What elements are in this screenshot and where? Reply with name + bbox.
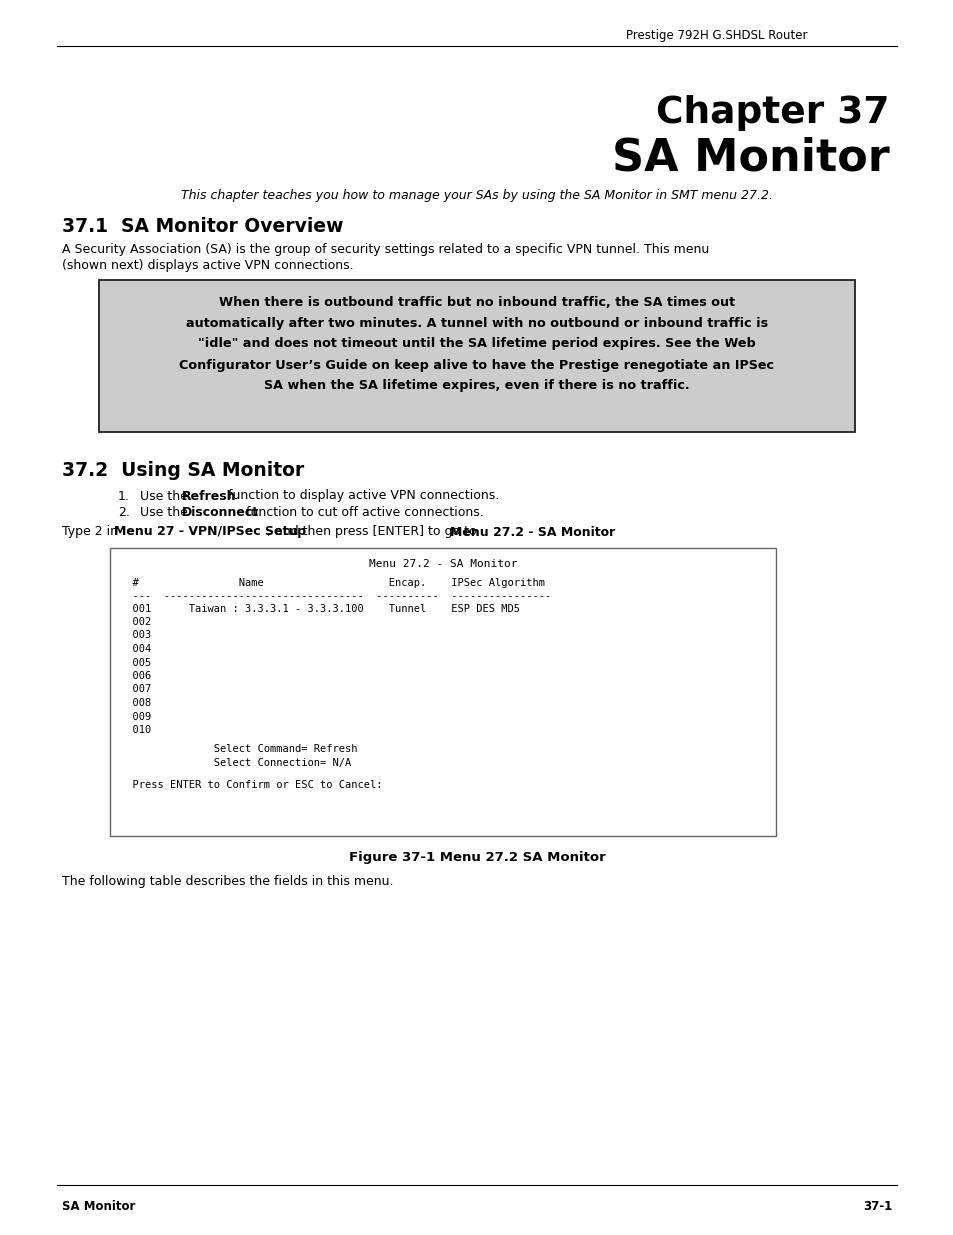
Text: 2.: 2. — [118, 506, 130, 520]
Text: 005: 005 — [120, 657, 152, 667]
Text: automatically after two minutes. A tunnel with no outbound or inbound traffic is: automatically after two minutes. A tunne… — [186, 316, 767, 330]
Text: , and then press [ENTER] to go to: , and then press [ENTER] to go to — [267, 526, 480, 538]
Text: (shown next) displays active VPN connections.: (shown next) displays active VPN connect… — [62, 258, 354, 272]
Bar — [110, 548, 775, 836]
Text: Menu 27 - VPN/IPSec Setup: Menu 27 - VPN/IPSec Setup — [113, 526, 306, 538]
Text: ---  --------------------------------  ----------  ----------------: --- -------------------------------- ---… — [120, 592, 551, 601]
Text: function to cut off active connections.: function to cut off active connections. — [242, 506, 483, 520]
Text: Menu 27.2 - SA Monitor: Menu 27.2 - SA Monitor — [369, 559, 517, 569]
Text: SA Monitor: SA Monitor — [612, 137, 889, 179]
Text: When there is outbound traffic but no inbound traffic, the SA times out: When there is outbound traffic but no in… — [218, 295, 735, 309]
Text: 010: 010 — [120, 725, 152, 735]
Text: 002: 002 — [120, 618, 152, 627]
Text: Type 2 in: Type 2 in — [62, 526, 122, 538]
Text: A Security Association (SA) is the group of security settings related to a speci: A Security Association (SA) is the group… — [62, 242, 708, 256]
Text: Configurator User’s Guide on keep alive to have the Prestige renegotiate an IPSe: Configurator User’s Guide on keep alive … — [179, 358, 774, 372]
Text: Refresh: Refresh — [182, 489, 236, 503]
Text: Prestige 792H G.SHDSL Router: Prestige 792H G.SHDSL Router — [625, 28, 807, 42]
Text: Use the: Use the — [140, 489, 192, 503]
Text: The following table describes the fields in this menu.: The following table describes the fields… — [62, 876, 393, 888]
Text: 37-1: 37-1 — [862, 1200, 891, 1214]
Text: Chapter 37: Chapter 37 — [656, 95, 889, 131]
Text: #                Name                    Encap.    IPSec Algorithm: # Name Encap. IPSec Algorithm — [120, 578, 544, 588]
Text: Press ENTER to Confirm or ESC to Cancel:: Press ENTER to Confirm or ESC to Cancel: — [120, 779, 382, 789]
Text: SA Monitor: SA Monitor — [62, 1200, 135, 1214]
Bar — [99, 280, 854, 432]
Text: 004: 004 — [120, 643, 152, 655]
Text: Select Connection= N/A: Select Connection= N/A — [120, 758, 351, 768]
Text: 006: 006 — [120, 671, 152, 680]
Text: Disconnect: Disconnect — [182, 506, 259, 520]
Text: Use the: Use the — [140, 506, 192, 520]
Text: Select Command= Refresh: Select Command= Refresh — [120, 745, 357, 755]
Text: 37.1  SA Monitor Overview: 37.1 SA Monitor Overview — [62, 216, 343, 236]
Text: 1.: 1. — [118, 489, 130, 503]
Text: Menu 27.2 - SA Monitor: Menu 27.2 - SA Monitor — [450, 526, 615, 538]
Text: 008: 008 — [120, 698, 152, 708]
Text: .: . — [585, 526, 589, 538]
Text: "idle" and does not timeout until the SA lifetime period expires. See the Web: "idle" and does not timeout until the SA… — [198, 337, 755, 351]
Text: SA when the SA lifetime expires, even if there is no traffic.: SA when the SA lifetime expires, even if… — [264, 379, 689, 393]
Text: 001      Taiwan : 3.3.3.1 - 3.3.3.100    Tunnel    ESP DES MD5: 001 Taiwan : 3.3.3.1 - 3.3.3.100 Tunnel … — [120, 604, 519, 614]
Text: function to display active VPN connections.: function to display active VPN connectio… — [224, 489, 498, 503]
Text: 003: 003 — [120, 631, 152, 641]
Text: This chapter teaches you how to manage your SAs by using the SA Monitor in SMT m: This chapter teaches you how to manage y… — [181, 189, 772, 203]
Text: 009: 009 — [120, 711, 152, 721]
Text: 007: 007 — [120, 684, 152, 694]
Text: 37.2  Using SA Monitor: 37.2 Using SA Monitor — [62, 461, 304, 479]
Text: Figure 37-1 Menu 27.2 SA Monitor: Figure 37-1 Menu 27.2 SA Monitor — [348, 851, 605, 864]
